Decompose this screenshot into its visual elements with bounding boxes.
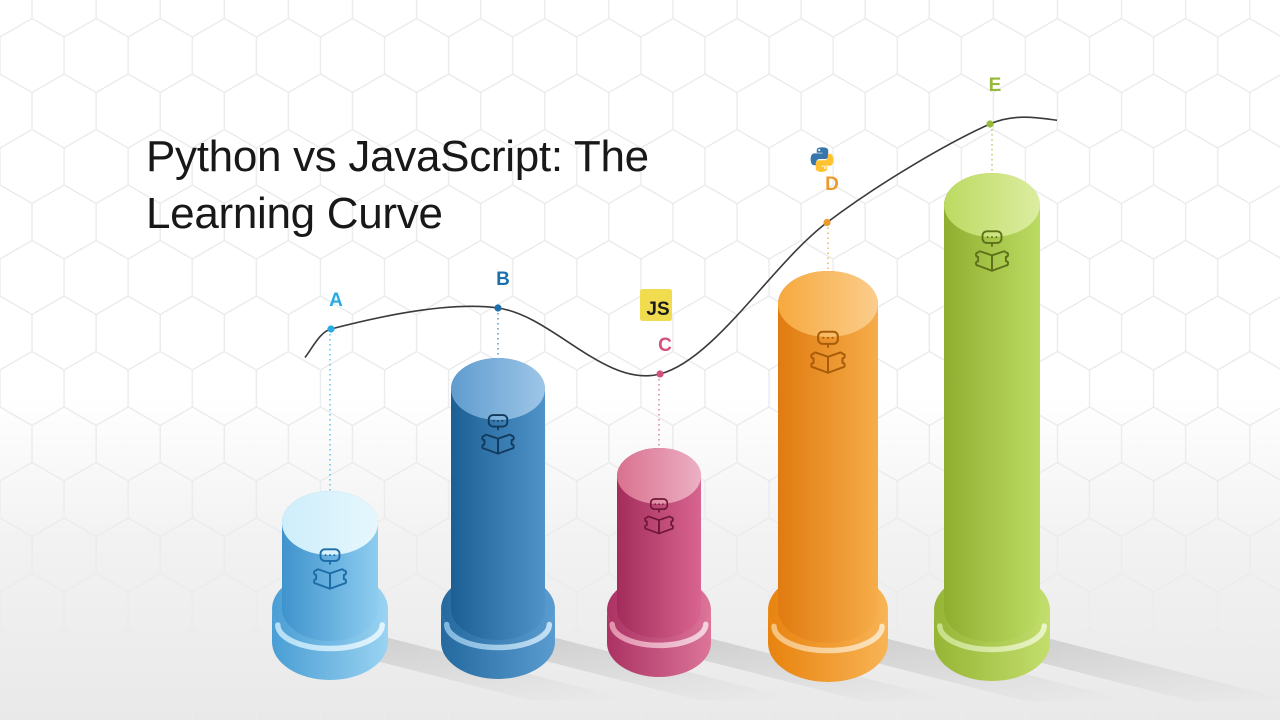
svg-text:JS: JS (646, 299, 669, 320)
